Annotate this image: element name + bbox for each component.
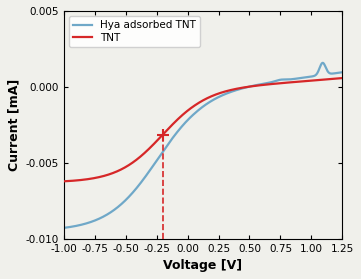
TNT [269, 82, 274, 86]
Hya adsorbed TNT [269, 80, 274, 84]
Hya adsorbed TNT [291, 77, 295, 81]
Hya adsorbed TNT [340, 71, 345, 74]
TNT [340, 76, 345, 80]
Hya adsorbed TNT [112, 208, 116, 211]
TNT [229, 88, 233, 92]
Y-axis label: Current [mA]: Current [mA] [7, 79, 20, 171]
TNT [168, 125, 172, 129]
Legend: Hya adsorbed TNT, TNT: Hya adsorbed TNT, TNT [69, 16, 200, 47]
Hya adsorbed TNT [61, 226, 66, 230]
TNT [61, 180, 66, 183]
TNT [243, 86, 247, 89]
X-axis label: Voltage [V]: Voltage [V] [164, 259, 243, 272]
Line: TNT: TNT [64, 78, 343, 181]
Hya adsorbed TNT [168, 140, 172, 143]
Hya adsorbed TNT [243, 86, 247, 89]
Hya adsorbed TNT [229, 90, 233, 94]
Line: Hya adsorbed TNT: Hya adsorbed TNT [64, 63, 343, 228]
TNT [291, 80, 295, 84]
Hya adsorbed TNT [321, 61, 325, 64]
TNT [112, 171, 116, 174]
